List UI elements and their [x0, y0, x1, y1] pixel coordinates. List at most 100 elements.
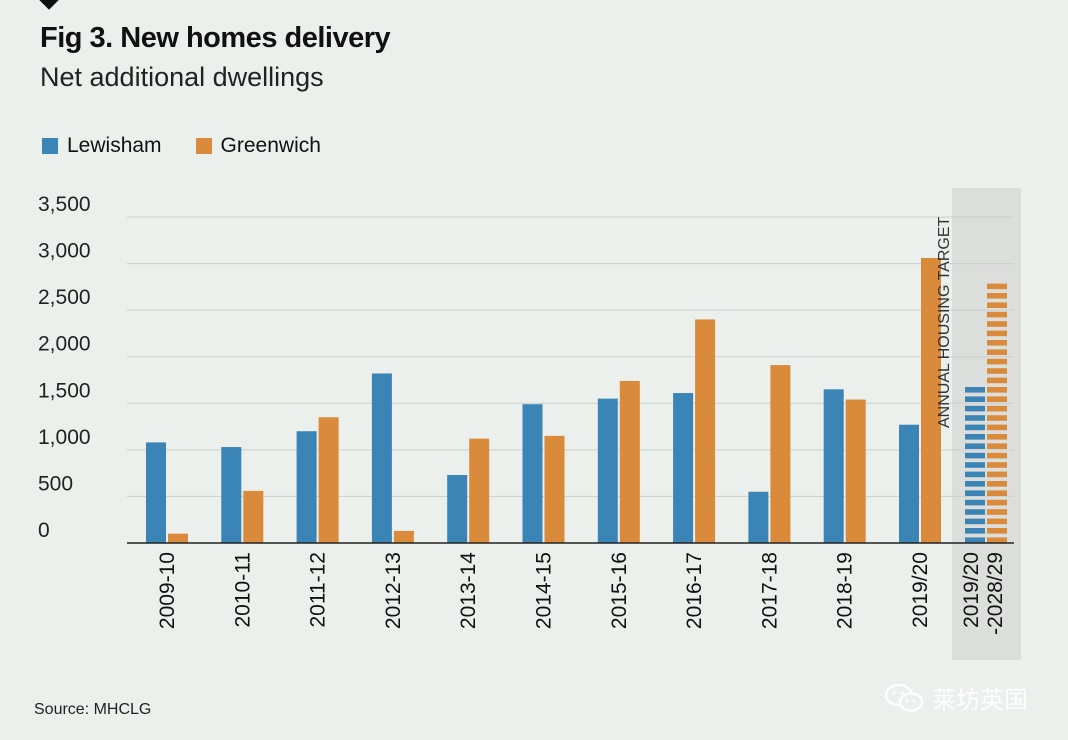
- target-bar-segment-greenwich: [987, 481, 1007, 487]
- target-bar-segment-lewisham: [965, 490, 985, 496]
- bar-lewisham: [371, 373, 392, 543]
- target-bar-segment-greenwich: [987, 424, 1007, 431]
- target-bar-segment-greenwich: [987, 396, 1007, 402]
- target-bar-segment-greenwich: [987, 490, 1007, 496]
- legend: Lewisham Greenwich: [42, 134, 355, 158]
- target-bar-segment-greenwich: [987, 302, 1007, 308]
- target-bar-segment-lewisham: [965, 509, 985, 515]
- bar-greenwich: [619, 380, 640, 543]
- x-tick-label: 2015-16: [608, 552, 631, 629]
- target-bar-segment-lewisham: [965, 537, 985, 543]
- target-bar-segment-lewisham: [965, 415, 985, 421]
- chat-bubbles-icon: [884, 683, 924, 712]
- watermark: 莱坊英国: [884, 680, 1028, 715]
- target-bar-segment-greenwich: [987, 311, 1007, 318]
- target-annotation: ANNUAL HOUSING TARGET: [936, 216, 953, 428]
- bar-greenwich: [168, 533, 188, 543]
- target-bar-segment-greenwich: [987, 499, 1007, 506]
- bar-greenwich: [770, 365, 791, 543]
- bar-lewisham: [673, 393, 694, 543]
- legend-label-lewisham: Lewisham: [67, 134, 162, 157]
- y-tick-label: 3,500: [38, 193, 91, 216]
- bar-lewisham: [522, 404, 543, 543]
- x-tick-label: 2010-11: [231, 552, 254, 628]
- target-bar-segment-lewisham: [965, 443, 985, 449]
- target-bar-segment-greenwich: [987, 462, 1007, 468]
- target-bar-segment-greenwich: [987, 509, 1007, 515]
- target-bar-segment-greenwich: [987, 377, 1007, 384]
- target-band: [952, 188, 1021, 660]
- target-bar-segment-greenwich: [987, 283, 1007, 290]
- bar-lewisham: [823, 389, 844, 543]
- target-bar-segment-greenwich: [987, 293, 1007, 299]
- y-tick-label: 1,000: [38, 426, 91, 449]
- x-tick-label: 2009-10: [156, 552, 179, 629]
- x-tick-label: 2011-12: [307, 552, 330, 628]
- target-bar-segment-lewisham: [965, 396, 985, 402]
- bar-lewisham: [146, 442, 166, 543]
- target-bar-segment-greenwich: [987, 443, 1007, 449]
- target-bar-segment-greenwich: [987, 537, 1007, 543]
- legend-item-lewisham: Lewisham: [42, 134, 162, 158]
- x-tick-label: 2017-18: [758, 552, 781, 629]
- target-bar-segment-greenwich: [987, 321, 1007, 327]
- legend-swatch-greenwich: [195, 138, 212, 154]
- bar-lewisham: [597, 398, 618, 543]
- target-bar-segment-lewisham: [965, 405, 985, 412]
- source-note: Source: MHCLG: [34, 701, 152, 718]
- legend-item-greenwich: Greenwich: [195, 134, 321, 158]
- target-bar-segment-greenwich: [987, 471, 1007, 478]
- target-bar-segment-greenwich: [987, 330, 1007, 337]
- x-tick-label: 2014-15: [533, 552, 556, 629]
- x-tick-label-target-line1: 2019/20: [960, 552, 983, 628]
- target-bar-segment-greenwich: [987, 452, 1007, 459]
- target-bar-segment-lewisham: [965, 481, 985, 487]
- target-bar-segment-greenwich: [987, 434, 1007, 440]
- bar-greenwich: [243, 490, 264, 543]
- target-bar-segment-greenwich: [987, 368, 1007, 374]
- y-tick-label: 1,500: [38, 379, 91, 402]
- bar-greenwich: [921, 257, 941, 543]
- target-bar-segment-lewisham: [965, 528, 985, 534]
- target-bar-segment-greenwich: [987, 358, 1007, 365]
- bar-lewisham: [296, 431, 317, 543]
- target-bar-segment-greenwich: [987, 349, 1007, 355]
- bar-lewisham: [447, 475, 468, 543]
- target-bar-segment-lewisham: [965, 462, 985, 468]
- bar-greenwich: [318, 417, 339, 543]
- watermark-text: 莱坊英国: [932, 687, 1028, 714]
- x-tick-label: 2013-14: [457, 552, 480, 629]
- x-tick-label: 2018-19: [834, 552, 857, 629]
- y-tick-label: 0: [38, 519, 50, 542]
- target-bar-segment-greenwich: [987, 387, 1007, 393]
- target-bar-segment-lewisham: [965, 499, 985, 506]
- target-bar-segment-lewisham: [965, 434, 985, 440]
- target-bar-segment-lewisham: [965, 387, 985, 393]
- target-bar-segment-greenwich: [987, 518, 1007, 525]
- bar-greenwich: [544, 435, 565, 543]
- y-tick-label: 3,000: [38, 240, 91, 263]
- bar-lewisham: [748, 491, 769, 543]
- x-tick-label: 2016-17: [683, 552, 706, 629]
- target-bar-segment-lewisham: [965, 424, 985, 431]
- page-subtitle: Net additional dwellings: [40, 62, 324, 92]
- x-tick-label: 2012-13: [382, 552, 405, 629]
- y-tick-label: 2,000: [38, 333, 91, 356]
- bar-lewisham: [221, 447, 242, 543]
- y-tick-label: 500: [38, 472, 73, 495]
- bar-greenwich: [845, 399, 866, 543]
- bar-greenwich: [469, 438, 490, 543]
- page-title: Fig 3. New homes delivery: [40, 22, 391, 54]
- legend-swatch-lewisham: [42, 138, 58, 154]
- bar-lewisham: [899, 424, 919, 543]
- target-bar-segment-greenwich: [987, 528, 1007, 534]
- target-bar-segment-greenwich: [987, 405, 1007, 412]
- target-bar-segment-greenwich: [987, 340, 1007, 346]
- y-tick-label: 2,500: [38, 286, 91, 309]
- target-bar-segment-lewisham: [965, 518, 985, 525]
- x-tick-label: 2019/20: [909, 552, 932, 628]
- target-bar-segment-greenwich: [987, 415, 1007, 421]
- bar-greenwich: [695, 319, 716, 543]
- legend-label-greenwich: Greenwich: [220, 134, 321, 157]
